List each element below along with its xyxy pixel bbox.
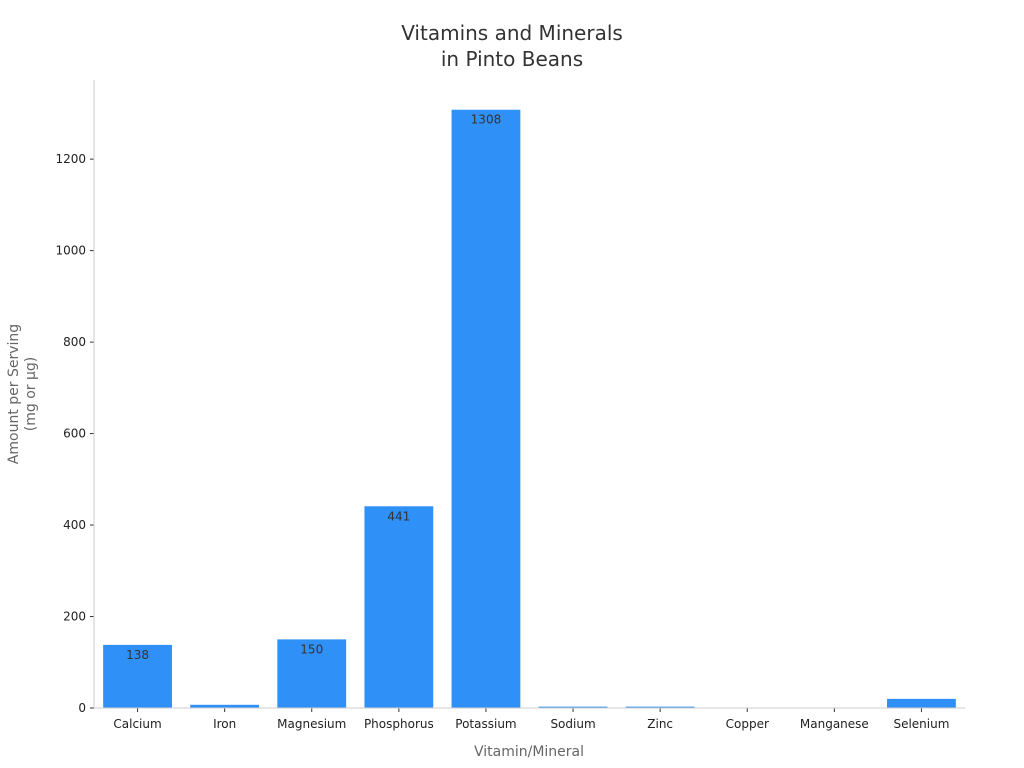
y-tick-label-1200: 1200 (55, 152, 86, 166)
y-tick-label-400: 400 (63, 518, 86, 532)
chart-title-line-1: Vitamins and Minerals (401, 21, 623, 45)
y-axis-title: Amount per Serving (mg or µg) (6, 324, 39, 464)
x-tick-label-iron: Iron (213, 717, 236, 731)
bar-magnesium (277, 639, 347, 708)
y-tick-label-800: 800 (63, 335, 86, 349)
data-label-magnesium: 150 (300, 642, 323, 656)
bar-iron (190, 704, 260, 708)
x-tick-label-zinc: Zinc (647, 717, 673, 731)
bars-group: 138 150 441 1308 (103, 109, 956, 709)
y-axis-title-line-1: Amount per Serving (6, 324, 22, 464)
chart-title: Vitamins and Minerals in Pinto Beans (401, 21, 623, 71)
chart-title-line-2: in Pinto Beans (441, 47, 583, 71)
bar-calcium (103, 644, 172, 708)
y-tick-label-0: 0 (78, 701, 86, 715)
x-tick-label-sodium: Sodium (550, 717, 595, 731)
data-label-phosphorus: 441 (387, 509, 410, 523)
data-label-calcium: 138 (126, 648, 149, 662)
data-label-potassium: 1308 (471, 113, 502, 127)
x-tick-label-calcium: Calcium (113, 717, 161, 731)
x-tick-label-manganese: Manganese (800, 717, 869, 731)
y-axis-ticks: 0 200 400 600 800 1000 1200 (55, 152, 94, 715)
y-tick-label-1000: 1000 (55, 244, 86, 258)
x-tick-label-phosphorus: Phosphorus (364, 717, 434, 731)
x-axis-ticks: Calcium Iron Magnesium Phosphorus Potassium S… (113, 708, 949, 731)
y-axis-title-line-2: (mg or µg) (23, 357, 39, 431)
x-tick-label-selenium: Selenium (893, 717, 949, 731)
x-tick-label-magnesium: Magnesium (277, 717, 346, 731)
y-tick-label-600: 600 (63, 427, 86, 441)
bar-phosphorus (364, 506, 434, 708)
y-tick-label-200: 200 (63, 610, 86, 624)
bar-selenium (887, 698, 956, 708)
x-tick-label-potassium: Potassium (455, 717, 516, 731)
bar-sodium (538, 706, 608, 708)
x-tick-label-copper: Copper (726, 717, 769, 731)
bar-zinc (625, 706, 695, 708)
bar-potassium (451, 109, 521, 708)
x-axis-title: Vitamin/Mineral (474, 744, 584, 760)
